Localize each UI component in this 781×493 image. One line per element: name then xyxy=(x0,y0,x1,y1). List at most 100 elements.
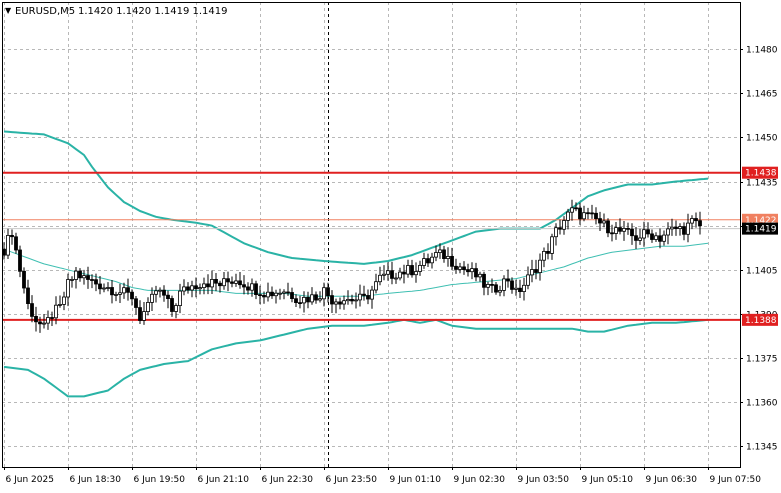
y-tick-label: 1.1480 xyxy=(746,46,778,56)
candle-down xyxy=(242,284,246,288)
candle-up xyxy=(666,228,670,236)
candle-down xyxy=(658,235,662,242)
candle-up xyxy=(70,278,74,281)
candle-down xyxy=(86,275,90,280)
candle-up xyxy=(82,275,86,279)
candle-up xyxy=(614,227,618,234)
candle-up xyxy=(318,298,322,301)
candle-down xyxy=(230,281,234,284)
candle-up xyxy=(542,250,546,261)
candle-up xyxy=(422,258,426,266)
candle-down xyxy=(162,289,166,296)
x-tick-label: 9 Jun 01:10 xyxy=(390,475,442,485)
candle-down xyxy=(350,298,354,302)
candle-down xyxy=(238,280,242,286)
candle-up xyxy=(570,207,574,213)
candle-up xyxy=(274,292,278,297)
candle-down xyxy=(694,218,698,222)
candle-down xyxy=(18,249,22,272)
candle-up xyxy=(522,284,526,292)
candle-down xyxy=(426,258,430,264)
candle-up xyxy=(430,256,434,264)
candle-down xyxy=(170,298,174,312)
candle-up xyxy=(554,227,558,238)
candle-down xyxy=(38,321,42,325)
candle-down xyxy=(134,298,138,308)
candle-up xyxy=(150,293,154,303)
candle-up xyxy=(550,236,554,254)
candle-down xyxy=(682,226,686,235)
candle-up xyxy=(250,283,254,291)
x-tick-label: 6 Jun 2025 xyxy=(6,475,54,485)
candle-up xyxy=(282,291,286,294)
candle-down xyxy=(110,287,114,296)
candle-up xyxy=(54,304,58,319)
candle-down xyxy=(518,287,522,293)
candle-down xyxy=(646,229,650,235)
candle-up xyxy=(102,287,106,290)
y-tick-label: 1.1375 xyxy=(746,355,778,365)
candle-up xyxy=(106,287,110,289)
candle-up xyxy=(502,278,506,291)
candle-down xyxy=(254,283,258,295)
candle-down xyxy=(534,269,538,273)
candle-up xyxy=(662,234,666,242)
candle-down xyxy=(410,265,414,276)
current-price-badge xyxy=(742,222,778,235)
candle-down xyxy=(290,292,294,299)
candle-down xyxy=(294,298,298,304)
candle-up xyxy=(498,289,502,293)
candle-down xyxy=(506,278,510,282)
candle-up xyxy=(222,278,226,287)
candle-up xyxy=(654,235,658,240)
candle-down xyxy=(510,280,514,290)
candle-up xyxy=(202,283,206,288)
candle-down xyxy=(166,294,170,300)
candle-down xyxy=(10,234,14,238)
candle-down xyxy=(138,307,142,321)
symbol-menu-icon[interactable]: ▼ xyxy=(5,6,12,15)
y-tick-label: 1.1450 xyxy=(746,134,778,144)
chart-header: ▼ EURUSD,M5 1.1420 1.1420 1.1419 1.1419 xyxy=(5,6,228,17)
candle-up xyxy=(58,303,62,306)
candle-up xyxy=(526,274,530,286)
candle-down xyxy=(362,293,366,296)
candle-up xyxy=(370,289,374,300)
candle-up xyxy=(146,301,150,312)
bollinger-upper-band xyxy=(3,130,709,265)
candle-down xyxy=(698,220,702,227)
candle-up xyxy=(414,271,418,276)
candle-up xyxy=(154,290,158,295)
level-badge xyxy=(742,166,778,179)
candle-down xyxy=(22,270,26,289)
price-badges: 1.1438 1.1422 1.1388 1.1419 xyxy=(742,166,778,326)
candle-down xyxy=(402,271,406,275)
y-tick-label: 1.1360 xyxy=(746,399,778,409)
candle-up xyxy=(74,270,78,280)
candle-down xyxy=(586,212,590,215)
candle-up xyxy=(514,287,518,290)
level-badge-label: 1.1438 xyxy=(745,169,777,179)
y-tick-label: 1.1405 xyxy=(746,267,778,277)
horizontal-levels[interactable] xyxy=(2,171,740,321)
candle-up xyxy=(342,300,346,305)
candle-up xyxy=(190,285,194,291)
y-tick-label: 1.1435 xyxy=(746,179,778,189)
candle-up xyxy=(486,283,490,288)
candle-up xyxy=(62,296,66,305)
candle-down xyxy=(546,250,550,254)
candle-down xyxy=(626,227,630,230)
candle-down xyxy=(462,266,466,270)
candle-down xyxy=(214,278,218,284)
candle-down xyxy=(326,287,330,297)
candle-down xyxy=(634,235,638,241)
candle-down xyxy=(574,207,578,210)
x-tick-label: 9 Jun 06:30 xyxy=(646,475,698,485)
candle-up xyxy=(438,249,442,253)
candle-up xyxy=(302,296,306,304)
candle-down xyxy=(94,279,98,285)
candle-up xyxy=(374,281,378,291)
candle-up xyxy=(210,278,214,288)
